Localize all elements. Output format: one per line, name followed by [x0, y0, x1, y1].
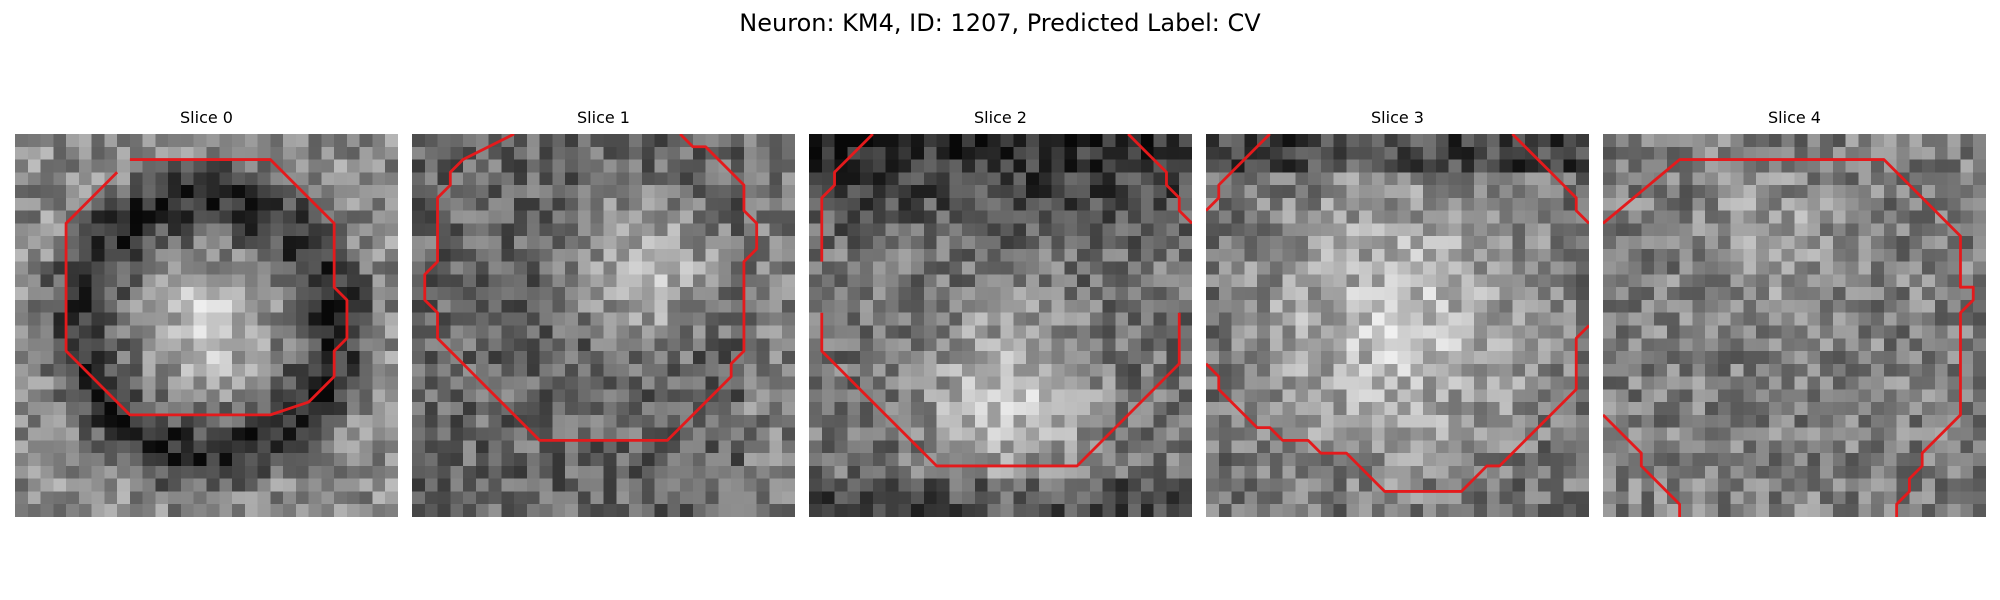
slice-panel-4: Slice 4	[1603, 107, 1986, 517]
slice-title: Slice 3	[1206, 107, 1589, 129]
slice-image	[1603, 134, 1986, 517]
slice-image	[15, 134, 398, 517]
figure-title: Neuron: KM4, ID: 1207, Predicted Label: …	[0, 6, 2000, 40]
slice-panel-2: Slice 2	[809, 107, 1192, 517]
slice-image	[1206, 134, 1589, 517]
slice-image	[809, 134, 1192, 517]
slice-title: Slice 0	[15, 107, 398, 129]
slice-panel-3: Slice 3	[1206, 107, 1589, 517]
slice-title: Slice 1	[412, 107, 795, 129]
slice-image	[412, 134, 795, 517]
slice-title: Slice 4	[1603, 107, 1986, 129]
slice-panel-1: Slice 1	[412, 107, 795, 517]
slice-panel-0: Slice 0	[15, 107, 398, 517]
slice-title: Slice 2	[809, 107, 1192, 129]
